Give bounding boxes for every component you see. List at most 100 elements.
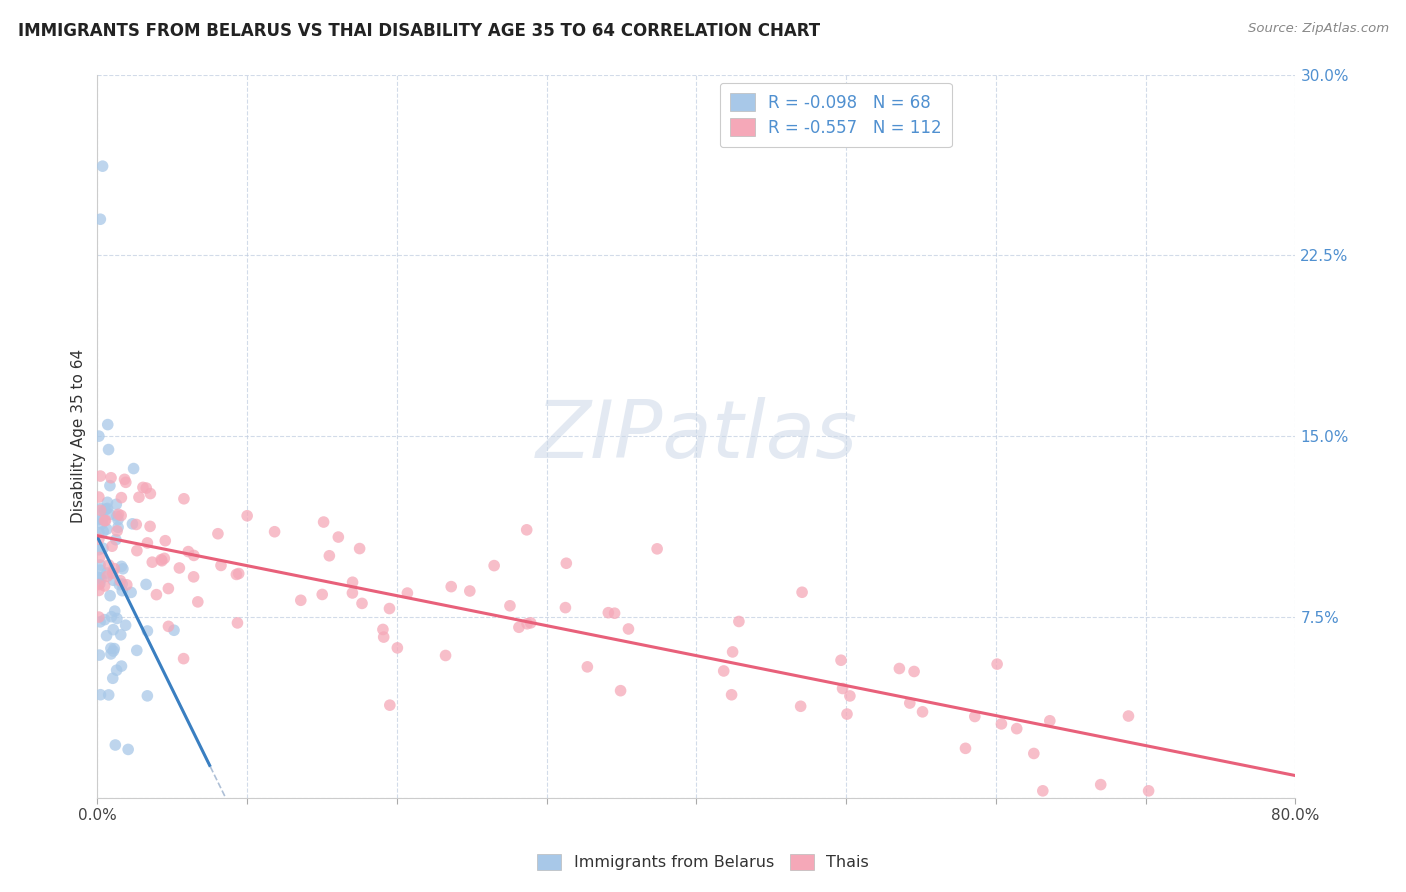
- Point: [101, 671, 124, 685]
- Point: [903, 665, 925, 679]
- Point: [645, 541, 668, 556]
- Point: [350, 596, 373, 610]
- Point: [96, 495, 118, 509]
- Point: [342, 586, 364, 600]
- Point: [135, 481, 157, 495]
- Point: [101, 566, 124, 580]
- Point: [318, 549, 340, 563]
- Point: [349, 541, 371, 556]
- Point: [378, 698, 401, 713]
- Point: [955, 741, 977, 756]
- Point: [440, 580, 463, 594]
- Point: [98, 589, 121, 603]
- Point: [110, 559, 132, 574]
- Point: [1118, 709, 1140, 723]
- Point: [87, 532, 110, 546]
- Point: [89, 469, 111, 483]
- Point: [104, 533, 127, 547]
- Point: [1005, 722, 1028, 736]
- Point: [87, 610, 110, 624]
- Point: [499, 599, 522, 613]
- Point: [96, 629, 118, 643]
- Point: [136, 536, 159, 550]
- Point: [150, 552, 173, 566]
- Point: [889, 661, 911, 675]
- Point: [226, 615, 249, 630]
- Point: [96, 522, 118, 536]
- Point: [1032, 784, 1054, 798]
- Text: ZIPatlas: ZIPatlas: [536, 397, 858, 475]
- Point: [519, 615, 541, 630]
- Point: [103, 644, 125, 658]
- Point: [728, 615, 751, 629]
- Point: [1137, 784, 1160, 798]
- Point: [100, 609, 122, 624]
- Point: [117, 742, 139, 756]
- Point: [173, 491, 195, 506]
- Point: [963, 709, 986, 723]
- Point: [1039, 714, 1062, 728]
- Point: [93, 514, 115, 528]
- Point: [387, 640, 409, 655]
- Point: [107, 520, 129, 534]
- Point: [516, 523, 538, 537]
- Point: [105, 509, 128, 524]
- Point: [89, 550, 111, 565]
- Point: [107, 508, 129, 522]
- Point: [177, 544, 200, 558]
- Point: [91, 159, 114, 173]
- Point: [157, 582, 180, 596]
- Text: IMMIGRANTS FROM BELARUS VS THAI DISABILITY AGE 35 TO 64 CORRELATION CHART: IMMIGRANTS FROM BELARUS VS THAI DISABILI…: [18, 22, 821, 40]
- Point: [110, 659, 132, 673]
- Point: [290, 593, 312, 607]
- Point: [155, 533, 177, 548]
- Point: [100, 641, 122, 656]
- Point: [225, 567, 247, 582]
- Point: [96, 566, 118, 580]
- Point: [105, 611, 128, 625]
- Point: [111, 577, 134, 591]
- Point: [835, 707, 858, 722]
- Text: Source: ZipAtlas.com: Source: ZipAtlas.com: [1249, 22, 1389, 36]
- Point: [598, 606, 620, 620]
- Point: [371, 623, 394, 637]
- Point: [89, 576, 111, 591]
- Point: [990, 717, 1012, 731]
- Legend: R = -0.098   N = 68, R = -0.557   N = 112: R = -0.098 N = 68, R = -0.557 N = 112: [720, 83, 952, 147]
- Point: [103, 623, 125, 637]
- Point: [108, 577, 131, 591]
- Point: [145, 588, 167, 602]
- Point: [96, 569, 118, 583]
- Point: [97, 417, 120, 432]
- Point: [373, 630, 395, 644]
- Point: [114, 618, 136, 632]
- Point: [105, 663, 128, 677]
- Point: [157, 619, 180, 633]
- Point: [89, 648, 111, 662]
- Point: [94, 502, 117, 516]
- Point: [838, 689, 860, 703]
- Point: [107, 513, 129, 527]
- Point: [986, 657, 1008, 672]
- Point: [617, 622, 640, 636]
- Point: [721, 645, 744, 659]
- Point: [311, 587, 333, 601]
- Point: [831, 681, 853, 696]
- Point: [87, 583, 110, 598]
- Point: [790, 585, 813, 599]
- Point: [713, 664, 735, 678]
- Point: [87, 542, 110, 557]
- Point: [93, 613, 115, 627]
- Point: [114, 475, 136, 490]
- Point: [1022, 747, 1045, 761]
- Point: [87, 570, 110, 584]
- Point: [90, 516, 112, 531]
- Point: [516, 616, 538, 631]
- Point: [342, 575, 364, 590]
- Point: [121, 516, 143, 531]
- Point: [110, 491, 132, 505]
- Point: [135, 577, 157, 591]
- Point: [378, 601, 401, 615]
- Point: [554, 600, 576, 615]
- Point: [103, 641, 125, 656]
